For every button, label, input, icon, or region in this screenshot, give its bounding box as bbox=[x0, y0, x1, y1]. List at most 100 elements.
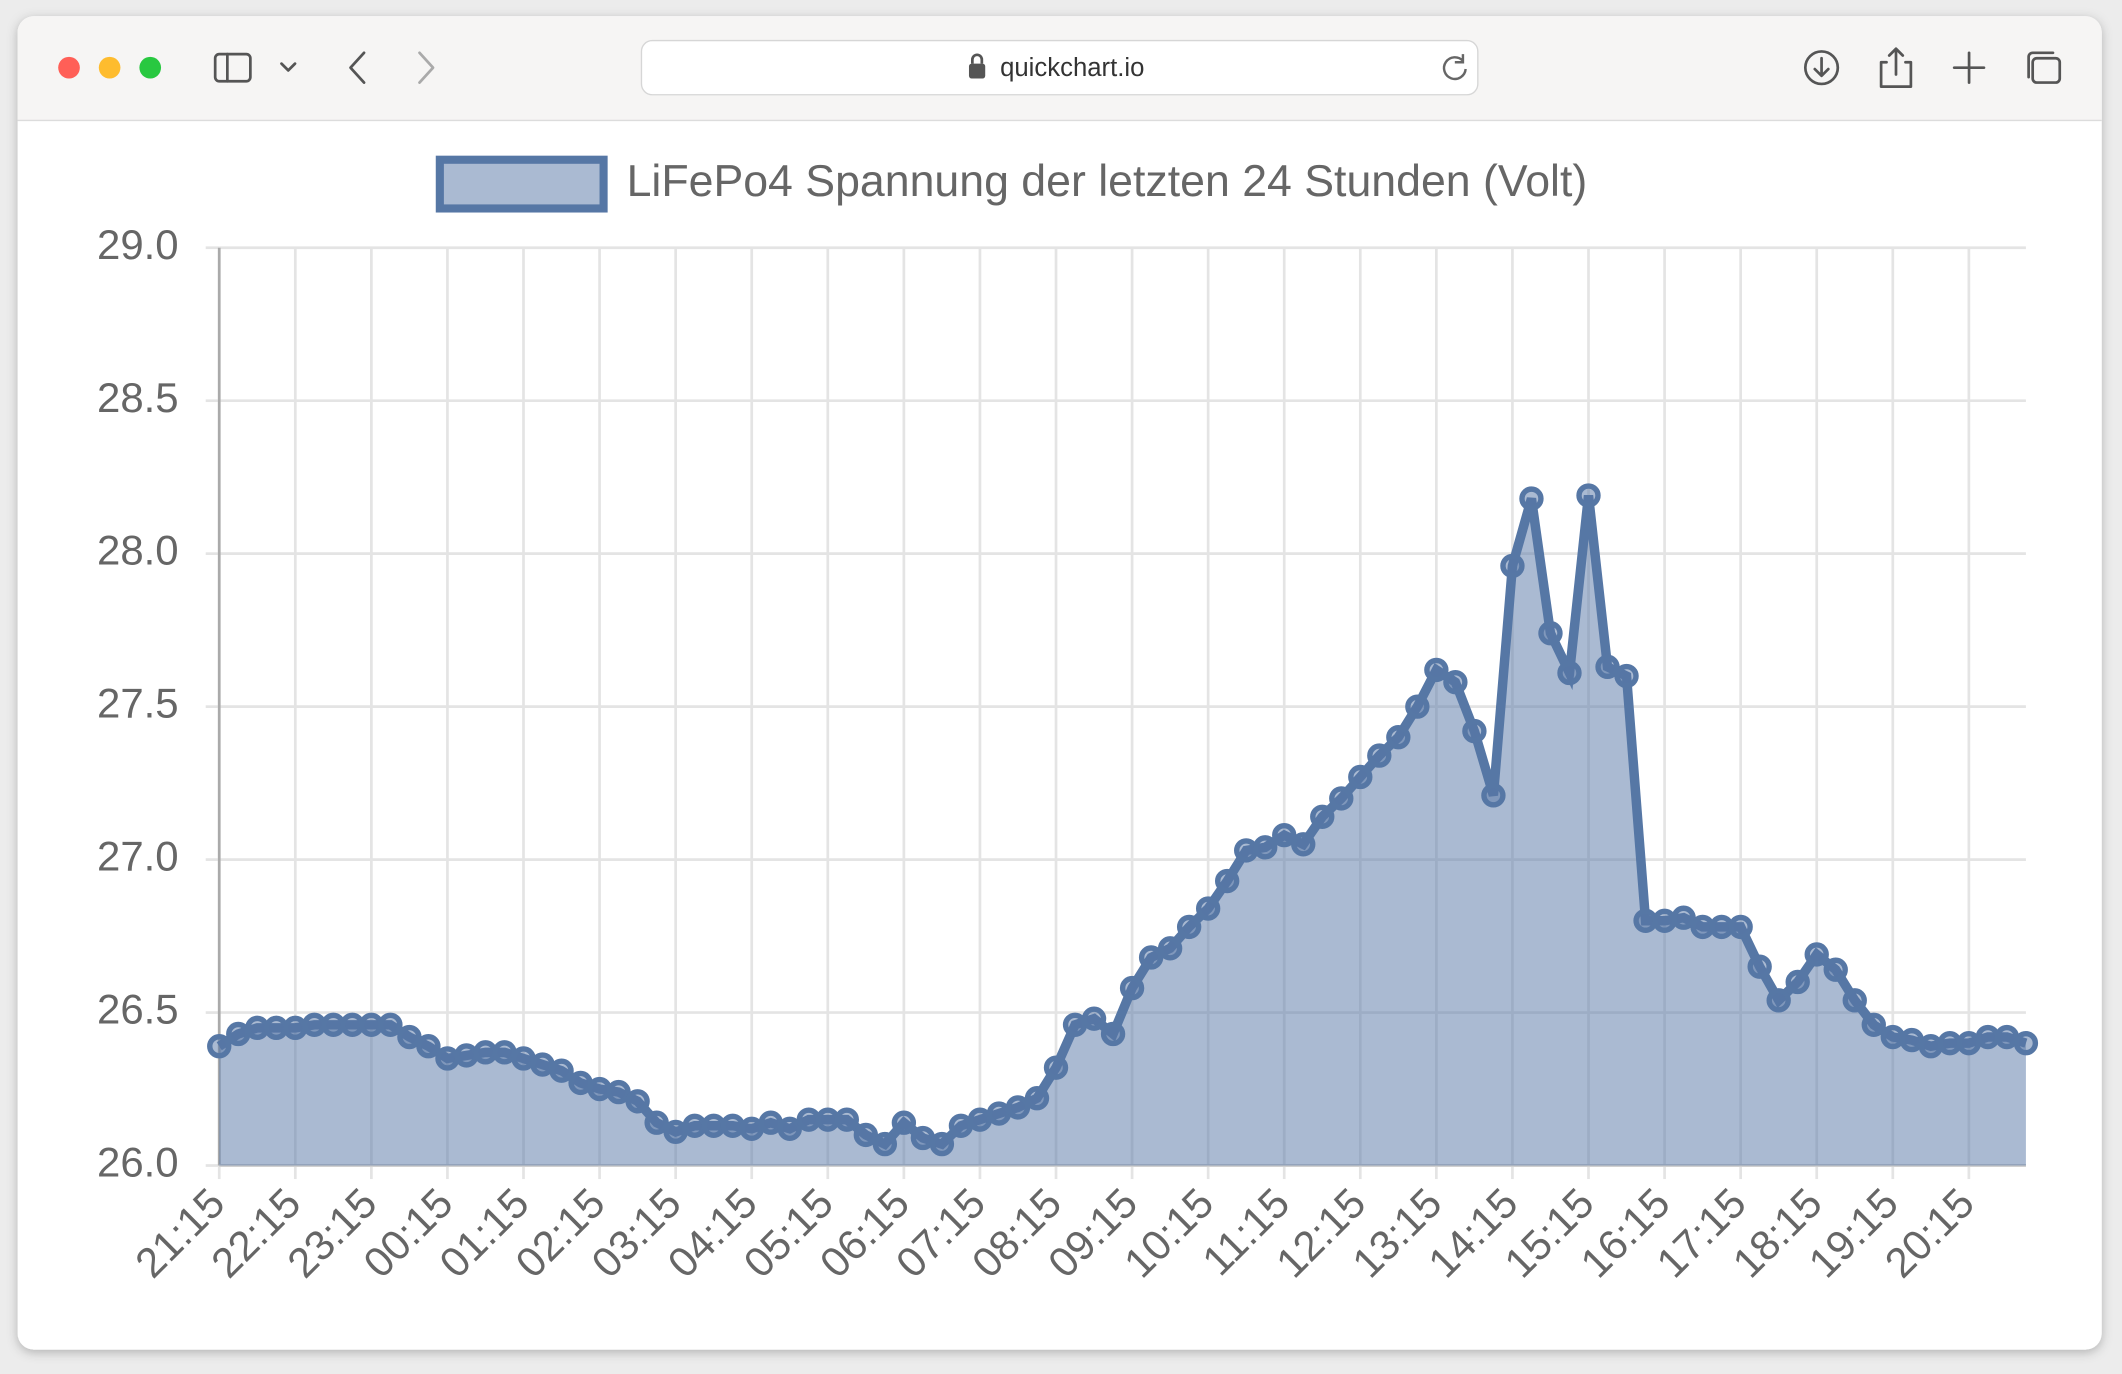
point bbox=[1766, 988, 1791, 1013]
point bbox=[701, 1113, 726, 1138]
point bbox=[1519, 486, 1544, 511]
point bbox=[948, 1113, 974, 1138]
point bbox=[321, 1012, 346, 1037]
point bbox=[1005, 1095, 1031, 1120]
point bbox=[1100, 1021, 1126, 1047]
point bbox=[1443, 669, 1468, 695]
point bbox=[1462, 718, 1487, 744]
point bbox=[1386, 725, 1411, 750]
point bbox=[644, 1110, 669, 1135]
point bbox=[1253, 835, 1278, 860]
point bbox=[1880, 1024, 1905, 1050]
point bbox=[1785, 969, 1810, 995]
point bbox=[986, 1101, 1012, 1126]
chart: 26.026.527.027.528.028.529.021:1522:1523… bbox=[97, 155, 2039, 1286]
point bbox=[853, 1122, 879, 1148]
point bbox=[264, 1015, 289, 1041]
point bbox=[1671, 905, 1696, 930]
point bbox=[663, 1119, 688, 1145]
point bbox=[834, 1107, 859, 1132]
point bbox=[1595, 654, 1620, 680]
point bbox=[1157, 936, 1183, 961]
y-tick-label: 28.5 bbox=[97, 374, 179, 421]
point bbox=[891, 1110, 917, 1135]
point bbox=[1500, 553, 1525, 579]
point bbox=[435, 1046, 460, 1071]
point bbox=[1234, 838, 1259, 863]
point bbox=[587, 1076, 612, 1102]
point bbox=[1975, 1024, 2001, 1050]
point bbox=[1823, 957, 1848, 982]
sidebar-menu[interactable] bbox=[280, 62, 297, 72]
back-button[interactable] bbox=[349, 51, 366, 84]
new-tab-button[interactable] bbox=[1952, 51, 1986, 84]
point bbox=[872, 1131, 898, 1157]
point bbox=[720, 1113, 745, 1138]
point bbox=[416, 1034, 441, 1059]
point bbox=[1861, 1012, 1886, 1037]
point bbox=[1633, 908, 1658, 933]
point bbox=[1272, 822, 1297, 848]
sidebar-button[interactable] bbox=[213, 52, 252, 83]
legend-swatch bbox=[435, 155, 608, 213]
point bbox=[796, 1107, 821, 1132]
point bbox=[473, 1040, 498, 1065]
point bbox=[1747, 954, 1772, 979]
y-tick-label: 26.5 bbox=[97, 986, 179, 1033]
address-bar[interactable] bbox=[640, 39, 1479, 96]
point bbox=[359, 1012, 384, 1037]
zoom-button[interactable] bbox=[139, 56, 162, 79]
point bbox=[1614, 663, 1639, 689]
point bbox=[492, 1040, 517, 1065]
share-button[interactable] bbox=[1879, 47, 1913, 88]
point bbox=[1176, 914, 1202, 940]
y-tick-label: 27.0 bbox=[97, 833, 179, 880]
download-button[interactable] bbox=[1803, 50, 1840, 86]
point bbox=[1405, 694, 1430, 719]
reload-button[interactable] bbox=[1442, 54, 1467, 81]
point bbox=[226, 1021, 251, 1047]
point bbox=[2013, 1030, 2039, 1056]
point bbox=[1728, 914, 1753, 940]
point bbox=[1690, 914, 1715, 940]
point bbox=[1842, 988, 1867, 1013]
point bbox=[245, 1015, 270, 1041]
y-tick-label: 29.0 bbox=[97, 221, 179, 268]
point bbox=[511, 1046, 536, 1071]
point bbox=[758, 1110, 783, 1135]
point bbox=[1918, 1034, 1944, 1059]
point bbox=[1329, 786, 1354, 811]
point bbox=[1291, 832, 1316, 857]
point bbox=[929, 1131, 955, 1157]
point bbox=[302, 1012, 327, 1037]
point bbox=[1367, 743, 1392, 768]
point bbox=[1652, 908, 1677, 933]
minimize-button[interactable] bbox=[98, 56, 121, 79]
point bbox=[739, 1116, 764, 1142]
forward-button[interactable] bbox=[418, 51, 435, 84]
point bbox=[1195, 896, 1221, 921]
point bbox=[340, 1012, 365, 1037]
point bbox=[1062, 1012, 1088, 1037]
point bbox=[1557, 660, 1582, 686]
point bbox=[1081, 1006, 1107, 1031]
point bbox=[1481, 783, 1506, 808]
point bbox=[207, 1034, 232, 1059]
point bbox=[777, 1116, 802, 1142]
point bbox=[378, 1012, 403, 1037]
point bbox=[910, 1125, 936, 1151]
point bbox=[606, 1079, 631, 1105]
point bbox=[454, 1043, 479, 1068]
point bbox=[1310, 804, 1335, 829]
point bbox=[1937, 1030, 1963, 1056]
close-button[interactable] bbox=[58, 56, 80, 79]
url: quickchart.io bbox=[1000, 54, 1144, 82]
point bbox=[1956, 1030, 1982, 1056]
tabs-button[interactable] bbox=[2027, 51, 2062, 84]
point bbox=[682, 1113, 707, 1138]
y-tick-label: 26.0 bbox=[97, 1139, 179, 1186]
point bbox=[1024, 1086, 1050, 1111]
point bbox=[1348, 764, 1373, 790]
